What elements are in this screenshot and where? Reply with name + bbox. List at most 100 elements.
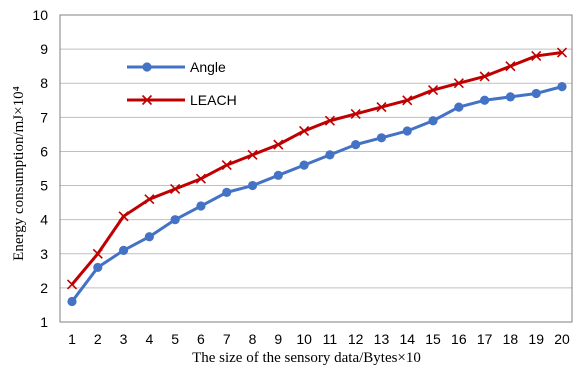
x-tick-label: 1 (68, 331, 76, 347)
data-point (479, 71, 490, 82)
marker-stroke (427, 84, 439, 96)
data-point (221, 160, 232, 171)
x-tick-label: 13 (374, 331, 390, 347)
x-tick-label: 11 (323, 331, 338, 347)
marker-stroke (324, 115, 335, 126)
marker-stroke (195, 173, 207, 184)
data-point (170, 215, 180, 225)
x-tick-label: 20 (554, 331, 570, 347)
data-point (556, 47, 568, 58)
marker-stroke (273, 139, 284, 150)
y-tick-label: 2 (40, 280, 48, 296)
data-point (505, 61, 516, 72)
y-tick-label: 1 (40, 314, 48, 330)
data-point (66, 279, 78, 290)
series-line (70, 51, 563, 286)
x-axis-label: The size of the sensory data/Bytes×10 (192, 350, 421, 366)
x-tick-label: 8 (249, 331, 257, 347)
data-point (92, 248, 103, 259)
data-point (505, 92, 516, 102)
marker-stroke (376, 102, 387, 113)
data-point (195, 173, 207, 184)
data-point (118, 211, 129, 222)
data-point (222, 187, 232, 197)
marker-stroke (453, 78, 464, 89)
data-point (67, 296, 77, 307)
data-point (454, 102, 464, 112)
x-tick-label: 12 (348, 331, 364, 347)
y-tick-label: 5 (40, 178, 48, 194)
data-point (141, 94, 153, 106)
x-tick-label: 3 (120, 331, 128, 347)
data-point (428, 116, 438, 126)
marker-stroke (350, 108, 361, 119)
plot-frame (59, 14, 573, 323)
grid-lines (60, 14, 572, 289)
series-angle (67, 82, 567, 307)
y-tick-label: 4 (40, 212, 48, 228)
data-point (299, 160, 309, 170)
marker-stroke (556, 47, 568, 58)
marker-stroke (118, 211, 129, 222)
series-leach (66, 47, 568, 290)
x-tick-label: 5 (171, 331, 179, 347)
data-point (247, 149, 258, 160)
series-line (70, 85, 563, 303)
marker-stroke (505, 61, 516, 72)
y-tick-labels: 1 2 3 4 5 6 7 8 9 10 (32, 7, 48, 330)
x-tick-labels: 1 2 3 4 5 6 7 8 9 10 11 12 13 14 15 16 17 18 19 20 (68, 331, 570, 347)
marker-stroke (221, 160, 232, 171)
data-point (247, 180, 258, 191)
x-tick-label: 18 (503, 331, 519, 347)
legend: Angle LEACH (127, 59, 237, 108)
data-point (196, 201, 206, 211)
x-tick-label: 17 (477, 331, 493, 347)
data-point (142, 62, 152, 72)
x-tick-label: 16 (451, 331, 467, 347)
data-point (324, 115, 335, 126)
data-point (402, 126, 412, 136)
y-tick-label: 7 (40, 109, 48, 125)
x-tick-label: 6 (197, 331, 205, 347)
x-tick-label: 10 (296, 331, 312, 347)
data-point (427, 84, 439, 96)
legend-entry-leach: LEACH (127, 92, 237, 108)
marker-stroke (402, 95, 413, 106)
data-point (118, 245, 129, 255)
data-point (531, 50, 542, 61)
data-point (299, 125, 310, 137)
data-point (273, 170, 283, 180)
marker-stroke (479, 71, 490, 82)
data-point (350, 108, 361, 119)
data-point (170, 183, 181, 195)
legend-label: Angle (190, 59, 226, 75)
data-point (325, 150, 335, 160)
x-tick-label: 7 (223, 331, 231, 347)
y-axis-label: Energy consumption/mJ×10⁴ (11, 86, 27, 261)
x-tick-label: 4 (145, 331, 153, 347)
x-tick-label: 9 (274, 331, 282, 347)
marker-stroke (144, 194, 155, 205)
marker-stroke (66, 279, 78, 290)
marker-stroke (170, 183, 181, 195)
series-group (66, 47, 568, 307)
marker-stroke (247, 149, 258, 160)
x-tick-label: 15 (425, 331, 441, 347)
data-point (531, 88, 541, 99)
x-tick-label: 2 (94, 331, 102, 347)
data-point (273, 139, 284, 150)
data-point (144, 194, 155, 205)
marker-stroke (92, 248, 103, 259)
legend-entry-angle: Angle (127, 59, 226, 75)
x-tick-label: 19 (528, 331, 544, 347)
data-point (376, 102, 387, 113)
data-point (557, 82, 567, 92)
y-tick-label: 3 (40, 246, 48, 262)
data-point (351, 140, 361, 150)
marker-stroke (299, 125, 310, 137)
data-point (93, 262, 103, 273)
y-tick-label: 10 (32, 7, 48, 23)
marker-stroke (531, 50, 542, 61)
y-tick-label: 6 (40, 143, 48, 159)
data-point (376, 133, 387, 143)
